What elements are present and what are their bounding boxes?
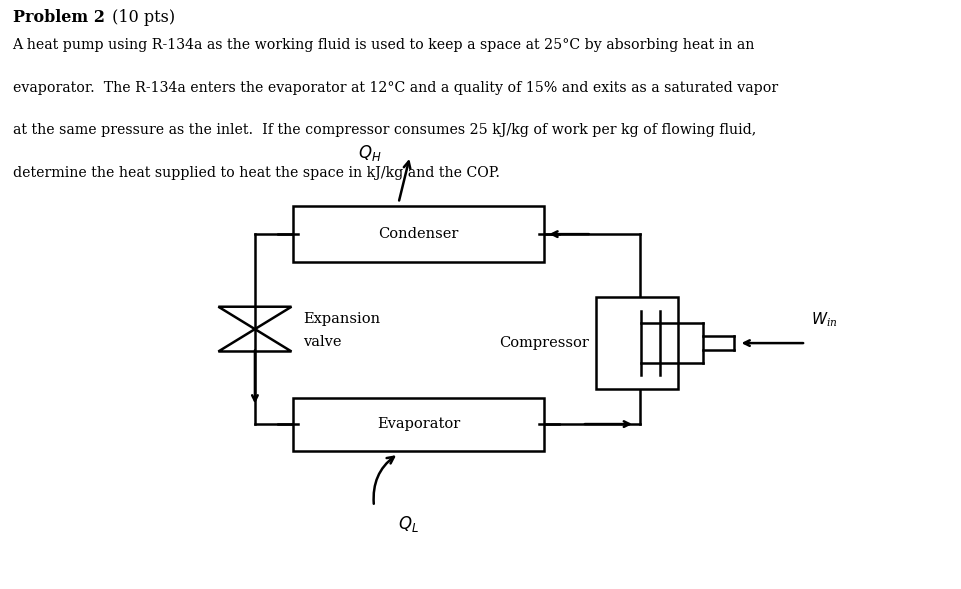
Text: Compressor: Compressor bbox=[499, 336, 588, 350]
Text: $Q_L$: $Q_L$ bbox=[398, 514, 418, 534]
Bar bbox=[293, 398, 543, 451]
Text: Expansion: Expansion bbox=[303, 312, 380, 326]
Text: $Q_H$: $Q_H$ bbox=[357, 143, 381, 163]
Text: determine the heat supplied to heat the space in kJ/kg and the COP.: determine the heat supplied to heat the … bbox=[12, 166, 499, 180]
Text: Evaporator: Evaporator bbox=[377, 417, 459, 431]
Text: at the same pressure as the inlet.  If the compressor consumes 25 kJ/kg of work : at the same pressure as the inlet. If th… bbox=[12, 123, 755, 137]
Bar bbox=[596, 297, 678, 389]
Text: $W_\mathregular{in}$: $W_\mathregular{in}$ bbox=[810, 310, 836, 329]
Text: Condenser: Condenser bbox=[378, 227, 458, 241]
Text: A heat pump using R-134a as the working fluid is used to keep a space at 25°C by: A heat pump using R-134a as the working … bbox=[12, 38, 754, 52]
Text: (10 pts): (10 pts) bbox=[107, 9, 175, 26]
Text: evaporator.  The R-134a enters the evaporator at 12°C and a quality of 15% and e: evaporator. The R-134a enters the evapor… bbox=[12, 81, 776, 95]
Text: valve: valve bbox=[303, 335, 341, 349]
Text: Problem 2: Problem 2 bbox=[12, 9, 105, 26]
Bar bbox=[293, 206, 543, 262]
